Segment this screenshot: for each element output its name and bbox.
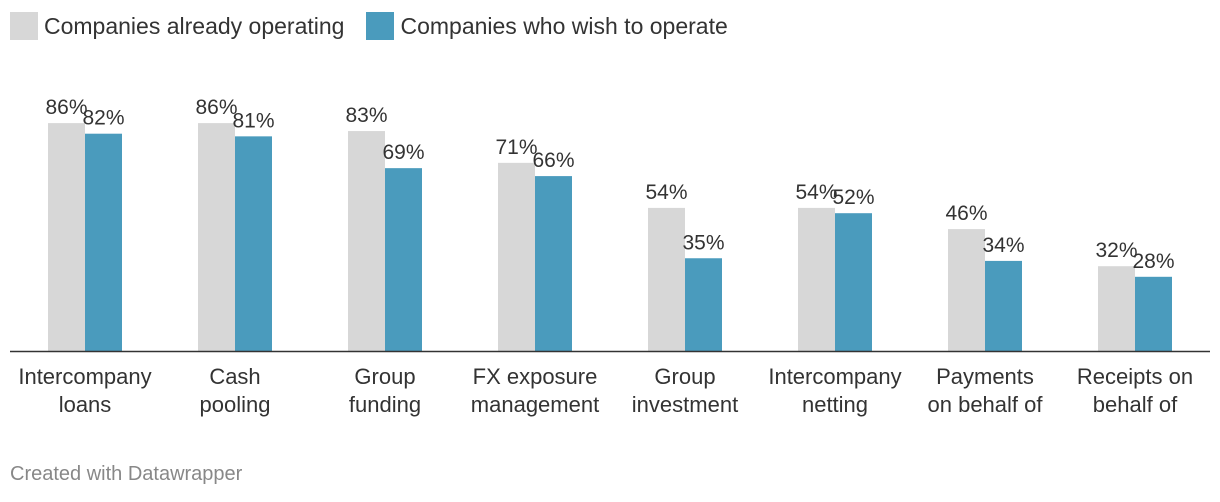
bar-wish-to-operate-2 — [385, 168, 422, 351]
bar-already-operating-6 — [948, 229, 985, 351]
data-label-wish-to-operate-6: 34% — [982, 234, 1024, 257]
bar-already-operating-1 — [198, 123, 235, 351]
bar-already-operating-5 — [798, 207, 835, 351]
data-label-already-operating-0: 86% — [45, 96, 87, 119]
bar-already-operating-2 — [348, 131, 385, 351]
data-label-wish-to-operate-0: 82% — [82, 107, 124, 130]
datawrapper-credit: Created with Datawrapper — [10, 463, 243, 485]
bar-wish-to-operate-6 — [985, 260, 1022, 351]
data-label-wish-to-operate-7: 28% — [1132, 250, 1174, 273]
data-label-already-operating-6: 46% — [945, 202, 987, 225]
category-label-4: Group investment — [632, 364, 738, 417]
category-label-6: Payments on behalf of — [928, 364, 1044, 417]
legend-label-wish-to-operate: Companies who wish to operate — [400, 12, 728, 39]
data-label-wish-to-operate-4: 35% — [682, 231, 724, 254]
bar-wish-to-operate-3 — [535, 176, 572, 351]
data-label-already-operating-5: 54% — [795, 181, 837, 204]
category-label-1: Cash pooling — [200, 364, 271, 417]
legend-item-already-operating: Companies already operating — [10, 12, 344, 40]
category-label-5: Intercompany netting — [768, 364, 901, 417]
category-label-0: Intercompany loans — [18, 364, 151, 417]
bar-already-operating-7 — [1098, 266, 1135, 351]
category-label-3: FX exposure management — [471, 364, 599, 417]
data-label-already-operating-1: 86% — [195, 96, 237, 119]
data-label-wish-to-operate-2: 69% — [382, 141, 424, 164]
data-label-wish-to-operate-3: 66% — [532, 149, 574, 172]
legend-swatch-wish-to-operate — [366, 12, 395, 40]
chart-legend: Companies already operating Companies wh… — [10, 12, 750, 40]
data-label-already-operating-7: 32% — [1095, 239, 1137, 262]
bar-wish-to-operate-4 — [685, 258, 722, 351]
legend-item-wish-to-operate: Companies who wish to operate — [366, 12, 728, 40]
category-label-7: Receipts on behalf of — [1077, 364, 1193, 417]
data-label-already-operating-2: 83% — [345, 104, 387, 127]
bar-wish-to-operate-1 — [235, 136, 272, 351]
legend-swatch-already-operating — [10, 12, 38, 40]
bar-wish-to-operate-0 — [85, 133, 122, 351]
category-label-2: Group funding — [349, 364, 421, 417]
legend-label-already-operating: Companies already operating — [44, 12, 345, 39]
bar-already-operating-3 — [498, 162, 535, 351]
data-label-already-operating-3: 71% — [495, 136, 537, 159]
bar-wish-to-operate-5 — [835, 213, 872, 351]
data-label-wish-to-operate-5: 52% — [832, 186, 874, 209]
data-label-wish-to-operate-1: 81% — [232, 109, 274, 132]
bar-already-operating-4 — [648, 207, 685, 351]
bar-wish-to-operate-7 — [1135, 276, 1172, 351]
data-label-already-operating-4: 54% — [645, 181, 687, 204]
bar-already-operating-0 — [48, 123, 85, 351]
